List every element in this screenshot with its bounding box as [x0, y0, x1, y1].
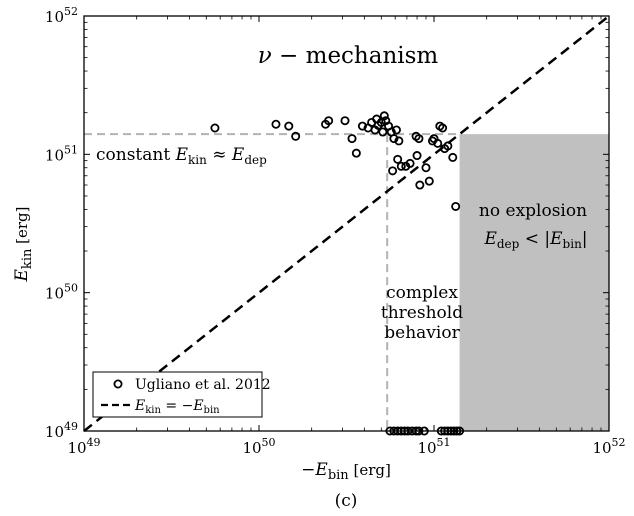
- data-point-17: [443, 141, 453, 151]
- data-point-29: [357, 121, 367, 131]
- x-tick-label-1: 1050: [242, 436, 275, 457]
- constant-annotation: constant Ekin ≈ Edep: [96, 145, 267, 167]
- data-point-2: [396, 161, 406, 171]
- data-point-15: [429, 134, 439, 144]
- legend-label-diagonal: Ekin = −Ebin: [134, 398, 220, 416]
- x-axis-label: −Ebin [erg]: [301, 460, 391, 483]
- y-tick-label-2: 1051: [45, 143, 78, 164]
- legend-label-ugliano: Ugliano et al. 2012: [135, 377, 271, 393]
- legend: Ugliano et al. 2012 Ekin = −Ebin: [92, 371, 271, 418]
- data-point-37: [379, 111, 389, 121]
- complex-annotation-line3: behavior: [384, 323, 460, 343]
- data-point-25: [324, 116, 334, 126]
- data-point-28: [351, 148, 361, 158]
- figure-caption: (c): [335, 491, 358, 511]
- y-tick-label-0: 1049: [45, 420, 78, 441]
- data-point-43: [394, 136, 404, 146]
- axis-ticks: 1049 1050 1051 1052 1049 1050 1051 1052: [45, 5, 626, 457]
- complex-annotation-line1: complex: [386, 283, 458, 303]
- legend-box: [92, 371, 263, 418]
- no-explosion-annotation-line2: Edep < |Ebin|: [483, 229, 587, 251]
- data-point-26: [340, 116, 350, 126]
- data-point-42: [391, 125, 401, 135]
- no-explosion-annotation-line1: no explosion: [479, 201, 587, 221]
- data-point-41: [389, 134, 399, 144]
- data-point-1: [393, 154, 403, 164]
- data-point-7: [414, 134, 424, 144]
- data-point-10: [424, 176, 434, 186]
- data-point-8: [415, 180, 425, 190]
- y-tick-label-3: 1052: [45, 5, 78, 26]
- data-point-36: [378, 127, 388, 137]
- data-point-14: [438, 123, 448, 133]
- x-tick-label-0: 1049: [67, 436, 100, 457]
- data-point-22: [284, 121, 294, 131]
- data-point-0: [388, 166, 398, 176]
- data-point-5: [412, 151, 422, 161]
- data-point-4: [405, 158, 415, 168]
- x-tick-label-3: 1052: [592, 436, 625, 457]
- no-explosion-region: [459, 134, 609, 431]
- x-tick-label-2: 1051: [417, 436, 450, 457]
- data-point-27: [347, 134, 357, 144]
- data-point-23: [291, 131, 301, 141]
- complex-annotation-line2: threshold: [381, 303, 463, 323]
- data-point-20: [210, 123, 220, 133]
- y-axis-label: Ekin [erg]: [12, 207, 35, 283]
- mechanism-annotation: ν − mechanism: [258, 43, 439, 69]
- data-point-18: [448, 152, 458, 162]
- data-point-19: [451, 201, 461, 211]
- data-point-9: [421, 163, 431, 173]
- plot-frame: [83, 15, 610, 432]
- legend-marker-icon: [113, 379, 123, 389]
- y-tick-label-1: 1050: [45, 282, 78, 303]
- data-point-21: [271, 119, 281, 129]
